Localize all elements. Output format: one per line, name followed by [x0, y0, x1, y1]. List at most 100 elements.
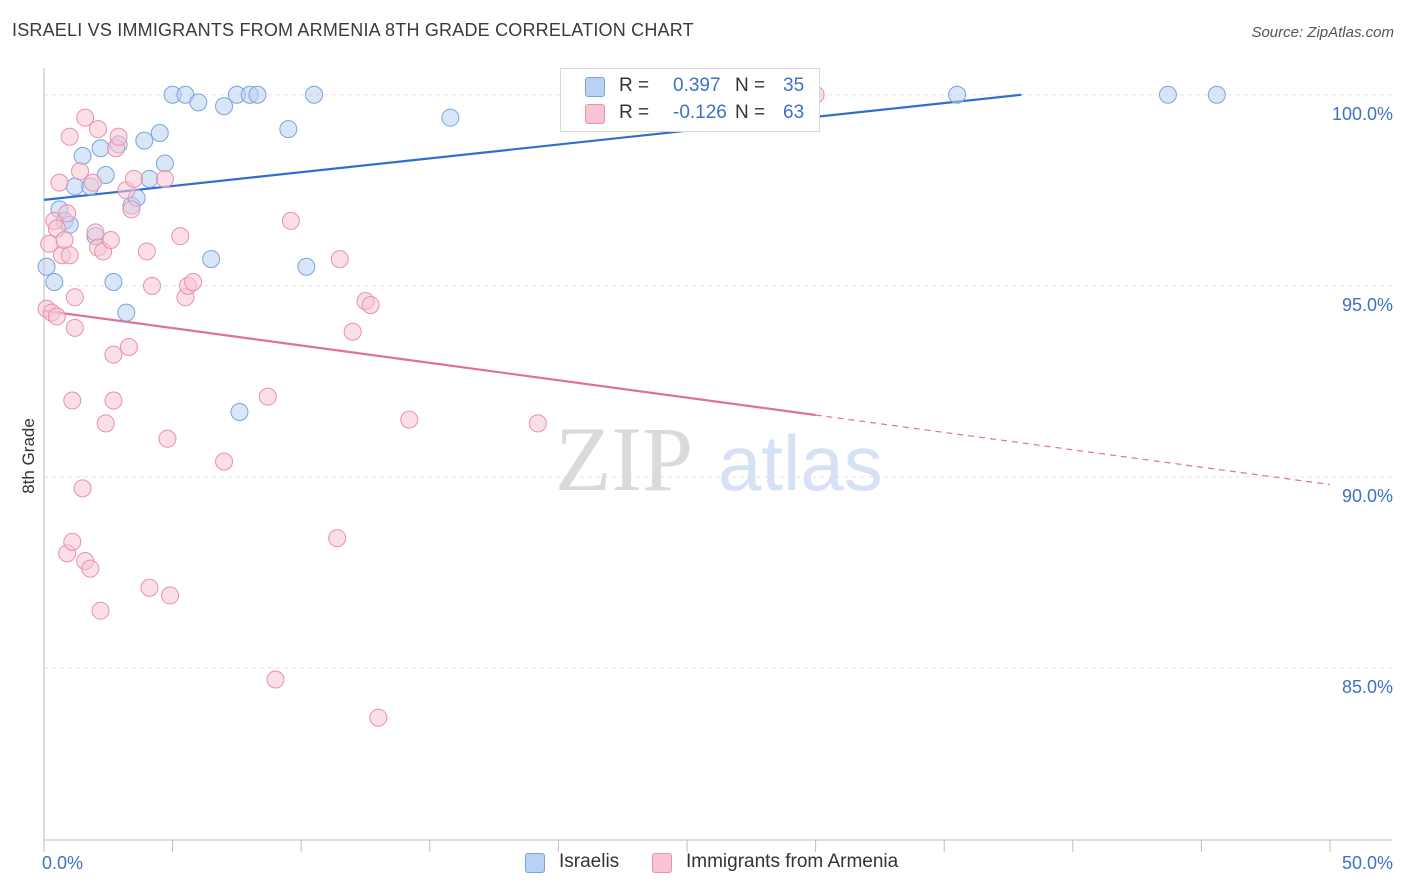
armenia-point — [65, 288, 84, 307]
israelis-point — [91, 139, 110, 158]
israelis-point — [117, 303, 136, 322]
armenia-point — [50, 173, 69, 192]
armenia-point — [89, 120, 108, 139]
armenia-point — [76, 108, 95, 127]
watermark-atlas: atlas — [718, 419, 883, 507]
israelis-point — [155, 154, 174, 173]
data-points — [37, 85, 1226, 727]
armenia-point — [158, 429, 177, 448]
israelis-point — [441, 108, 460, 127]
israelis-point — [1207, 85, 1226, 104]
y-tick-label: 100.0% — [1332, 104, 1393, 124]
n-value: 35 — [783, 75, 805, 96]
armenia-point — [155, 169, 174, 188]
armenia-point — [91, 601, 110, 620]
israelis-point — [1158, 85, 1177, 104]
armenia-point — [137, 242, 156, 261]
armenia-point — [63, 391, 82, 410]
armenia-point — [258, 387, 277, 406]
r-value: 0.397 — [673, 75, 721, 96]
armenia-point — [281, 211, 300, 230]
x-tick-labels: 0.0% 50.0% — [42, 853, 1393, 873]
israelis-point — [230, 402, 249, 421]
y-axis-label: 8th Grade — [19, 418, 38, 494]
armenia-point — [104, 391, 123, 410]
r-value: -0.126 — [673, 102, 727, 123]
armenia-point — [96, 414, 115, 433]
armenia-point — [328, 529, 347, 548]
israelis-point — [37, 257, 56, 276]
armenia-point — [119, 337, 138, 356]
armenia-point — [83, 173, 102, 192]
legend-swatch-pink — [585, 104, 605, 124]
israelis-point — [65, 177, 84, 196]
x-tick-label: 0.0% — [42, 853, 83, 873]
legend-swatch-blue — [585, 77, 605, 97]
legend-swatch-blue — [525, 853, 545, 873]
israelis-point — [215, 97, 234, 116]
r-label: R = — [619, 75, 650, 96]
armenia-point — [528, 414, 547, 433]
armenia-point — [63, 532, 82, 551]
armenia-point — [330, 250, 349, 269]
y-tick-labels: 85.0% 90.0% 95.0% 100.0% — [1332, 104, 1393, 697]
israelis-point — [135, 131, 154, 150]
armenia-point — [171, 227, 190, 246]
armenia-point — [343, 322, 362, 341]
israelis-point — [104, 273, 123, 292]
armenia-point — [266, 670, 285, 689]
armenia-point — [81, 559, 100, 578]
armenia-point — [109, 127, 128, 146]
y-tick-label: 95.0% — [1342, 295, 1393, 315]
israelis-point — [45, 273, 64, 292]
legend-label: Israelis — [559, 851, 620, 872]
watermark-zip: ZIP — [555, 408, 693, 510]
source-label: Source: ZipAtlas.com — [1251, 24, 1394, 41]
armenia-point — [55, 230, 74, 249]
israelis-point — [248, 85, 267, 104]
n-label: N = — [735, 102, 766, 123]
israelis-point — [150, 123, 169, 142]
grid-lines — [44, 94, 1392, 669]
armenia-point — [122, 200, 141, 219]
armenia-point — [140, 578, 159, 597]
armenia-point — [184, 273, 203, 292]
armenia-point — [143, 276, 162, 295]
n-value: 63 — [783, 102, 805, 123]
legend-label: Immigrants from Armenia — [686, 851, 899, 872]
armenia-point — [104, 345, 123, 364]
armenia-point — [47, 307, 66, 326]
armenia-point — [369, 708, 388, 727]
y-tick-label: 85.0% — [1342, 677, 1393, 697]
israelis-point — [189, 93, 208, 112]
israelis-point — [305, 85, 324, 104]
armenia-point — [86, 223, 105, 242]
armenia-trend-line-extension — [815, 414, 1331, 486]
armenia-point — [400, 410, 419, 429]
israelis-point — [297, 257, 316, 276]
israelis-point — [73, 146, 92, 165]
armenia-point — [101, 230, 120, 249]
armenia-point — [161, 586, 180, 605]
correlation-legend: R = 0.397 N = 35 R = -0.126 N = 63 — [560, 68, 820, 132]
y-tick-label: 90.0% — [1342, 486, 1393, 506]
armenia-point — [73, 479, 92, 498]
armenia-point — [60, 246, 79, 265]
trend-lines — [43, 93, 1331, 486]
israelis-point — [948, 85, 967, 104]
armenia-point — [60, 127, 79, 146]
israelis-point — [279, 120, 298, 139]
r-label: R = — [619, 102, 650, 123]
armenia-point — [65, 318, 84, 337]
israelis-point — [140, 169, 159, 188]
israelis-trend-line — [43, 93, 1022, 201]
armenia-trend-line — [43, 309, 816, 417]
n-label: N = — [735, 75, 766, 96]
chart-title: ISRAELI VS IMMIGRANTS FROM ARMENIA 8TH G… — [12, 20, 694, 40]
armenia-point — [215, 452, 234, 471]
armenia-point — [71, 162, 90, 181]
armenia-point — [125, 169, 144, 188]
legend-swatch-pink — [652, 853, 672, 873]
armenia-point — [361, 295, 380, 314]
